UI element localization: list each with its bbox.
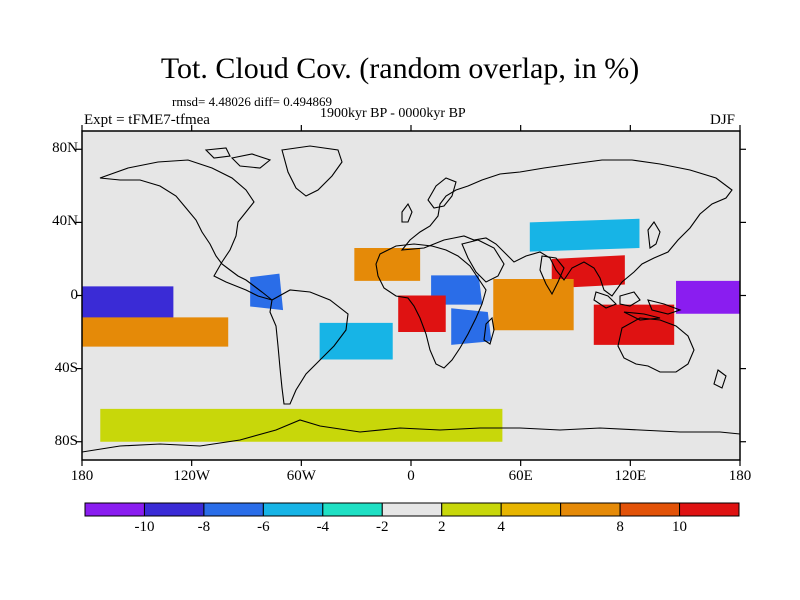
colorbar-label: 4 xyxy=(497,519,505,535)
colorbar xyxy=(84,502,740,517)
colorbar-swatch xyxy=(143,502,205,517)
y-tick-label: 80S xyxy=(54,432,78,449)
x-tick-label: 180 xyxy=(728,468,752,484)
x-tick-label: 120E xyxy=(614,468,647,484)
coast-africa xyxy=(375,243,487,369)
coast-antarctica xyxy=(82,419,740,453)
x-tick-label: 60E xyxy=(508,468,533,484)
colorbar-label: 8 xyxy=(616,519,624,535)
x-tick-label: 60W xyxy=(286,468,316,484)
colorbar-swatch xyxy=(322,502,383,517)
south-pacific-band-positive xyxy=(82,317,229,347)
y-tick-label: 40N xyxy=(52,213,78,230)
plot-title: Tot. Cloud Cov. (random overlap, in %) xyxy=(160,52,640,85)
colorbar-label: 2 xyxy=(437,519,446,535)
coastlines xyxy=(82,145,740,453)
coast-south-america xyxy=(269,289,349,405)
colorbar-label: -8 xyxy=(197,519,211,535)
colorbar-swatch xyxy=(381,502,443,517)
colorbar-swatch xyxy=(203,502,264,517)
coast-eurasia xyxy=(400,159,733,297)
colorbar-swatch xyxy=(679,502,740,517)
coast-greenland xyxy=(281,145,343,197)
coast-arctic-islands xyxy=(204,147,272,169)
colorbar-label: -2 xyxy=(376,519,389,535)
season-text: DJF xyxy=(710,112,736,128)
tropical-pacific-west-negative xyxy=(676,280,740,314)
y-tick-label: 40S xyxy=(54,359,78,376)
tropical-pacific-east-negative xyxy=(82,286,174,323)
southern-ocean-positive xyxy=(100,408,503,442)
coast-uk xyxy=(401,202,413,223)
colorbar-swatch xyxy=(84,502,145,517)
indian-ocean-positive xyxy=(493,279,574,331)
axis-ticks xyxy=(76,125,746,466)
y-tick-label: 0 xyxy=(70,286,79,303)
period-text: 1900kyr BP - 0000kyr BP xyxy=(320,106,466,121)
colorbar-label: -10 xyxy=(134,519,155,535)
coast-arabia xyxy=(461,239,505,283)
colorbar-swatch xyxy=(619,502,681,517)
coast-madagascar xyxy=(483,316,495,345)
colorbar-label: -4 xyxy=(316,519,330,535)
coast-india xyxy=(539,255,565,296)
australia-maritime-positive xyxy=(593,304,675,345)
anomaly-field xyxy=(82,131,740,460)
x-tick-label: 120W xyxy=(173,468,210,484)
coast-australia xyxy=(617,317,695,373)
x-tick-label: 0 xyxy=(407,468,415,484)
experiment-text: Expt = tFME7-tfmea xyxy=(84,112,210,128)
colorbar-swatch xyxy=(441,502,502,517)
colorbar-label: 10 xyxy=(672,519,688,535)
coast-new-zealand xyxy=(713,369,727,389)
stats-text: rmsd= 4.48026 diff= 0.494869 xyxy=(172,94,332,109)
colorbar-label: -6 xyxy=(257,519,270,535)
coast-maritime-continent xyxy=(593,291,682,321)
central-america-negative xyxy=(250,273,284,311)
colorbar-swatch xyxy=(262,502,324,517)
coast-japan xyxy=(647,221,661,249)
china-japan-negative xyxy=(529,218,640,252)
colorbar-swatch xyxy=(500,502,562,517)
west-sahara-positive xyxy=(354,247,421,281)
south-atlantic-negative xyxy=(319,322,393,360)
y-tick-label: 80N xyxy=(52,140,78,157)
coast-scandinavia xyxy=(427,177,457,209)
africa-gulf-positive xyxy=(398,295,446,333)
x-tick-label: 180 xyxy=(70,468,94,484)
coast-north-america xyxy=(99,159,273,301)
colorbar-swatch xyxy=(560,502,621,517)
